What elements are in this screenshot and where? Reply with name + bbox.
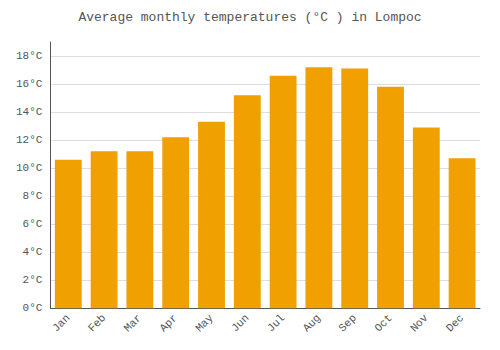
- svg-text:Jun: Jun: [229, 312, 251, 334]
- svg-text:16°C: 16°C: [16, 78, 43, 90]
- svg-text:14°C: 14°C: [16, 106, 43, 118]
- svg-text:Feb: Feb: [86, 312, 108, 334]
- svg-text:Nov: Nov: [408, 312, 431, 335]
- svg-text:18°C: 18°C: [16, 50, 43, 62]
- svg-text:2°C: 2°C: [23, 274, 43, 286]
- svg-text:Aug: Aug: [301, 312, 323, 334]
- svg-text:6°C: 6°C: [23, 218, 43, 230]
- svg-text:Mar: Mar: [122, 312, 144, 334]
- svg-text:Dec: Dec: [444, 312, 466, 334]
- svg-text:Jan: Jan: [50, 312, 72, 334]
- svg-text:8°C: 8°C: [23, 190, 43, 202]
- svg-text:Apr: Apr: [157, 312, 179, 334]
- svg-text:12°C: 12°C: [16, 134, 43, 146]
- svg-text:0°C: 0°C: [23, 302, 43, 314]
- svg-text:10°C: 10°C: [16, 162, 43, 174]
- svg-text:Oct: Oct: [372, 312, 394, 334]
- svg-text:4°C: 4°C: [23, 246, 43, 258]
- svg-text:Jul: Jul: [265, 312, 287, 334]
- svg-text:Sep: Sep: [336, 312, 358, 334]
- svg-text:Average monthly temperatures (: Average monthly temperatures (°C ) in Lo…: [78, 10, 421, 25]
- svg-text:May: May: [193, 312, 216, 335]
